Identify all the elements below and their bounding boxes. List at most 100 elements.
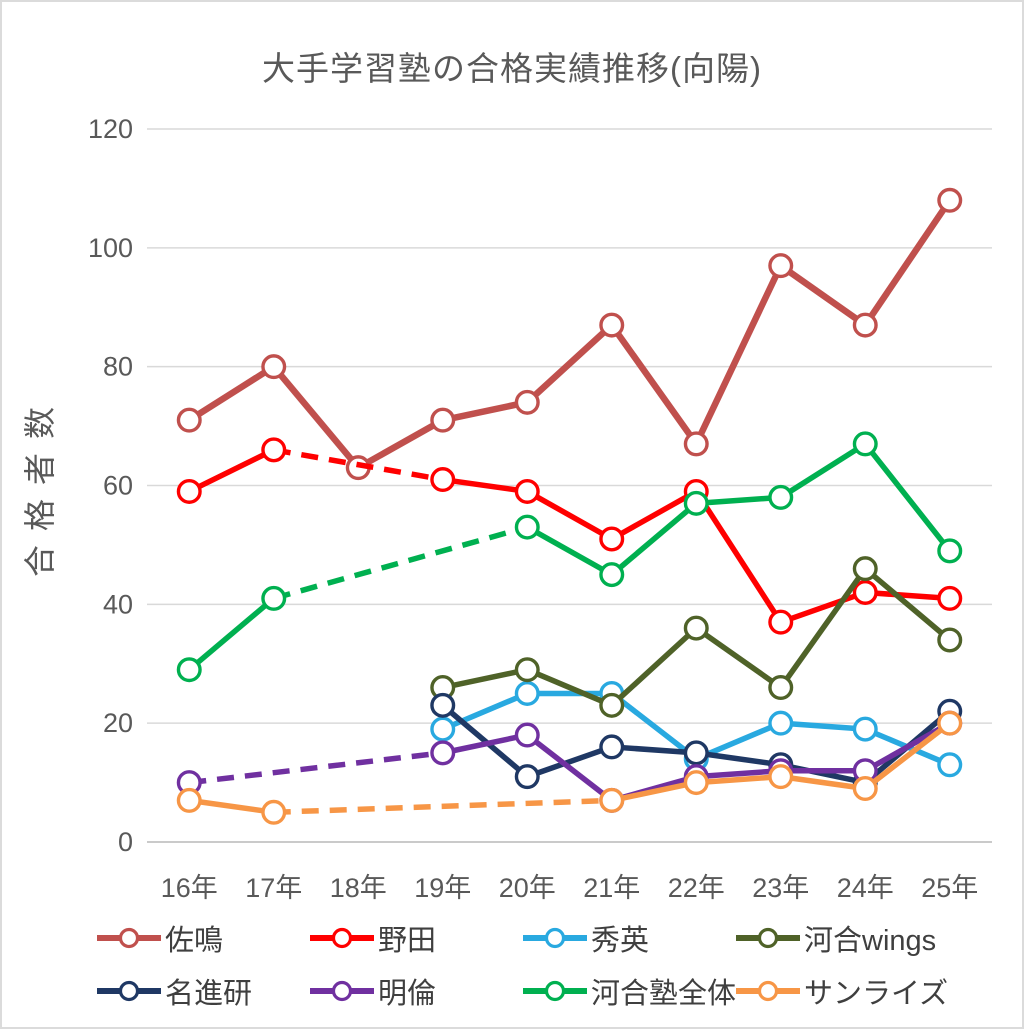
series-segment [188, 750, 444, 786]
x-tick-label: 19年 [414, 873, 471, 903]
y-tick-label: 100 [88, 233, 133, 263]
x-tick-label: 18年 [330, 873, 387, 903]
data-point-marker [261, 354, 287, 380]
series-segment [865, 589, 950, 602]
series-segment [780, 773, 866, 792]
series-segment [273, 524, 528, 602]
data-point-marker [683, 740, 709, 766]
data-point-marker [852, 431, 878, 457]
legend-item-4: 名進研 [97, 968, 310, 1014]
data-point-marker [430, 692, 456, 718]
x-tick-label: 25年 [921, 873, 978, 903]
data-point-marker [176, 478, 202, 504]
legend-item-3: 河合wings [736, 915, 1016, 961]
data-point-marker [514, 764, 540, 790]
legend-item-2: 秀英 [523, 915, 736, 961]
data-point-marker [514, 680, 540, 706]
series-segment [611, 744, 697, 756]
series-segment [442, 732, 528, 756]
series-segment [187, 596, 276, 672]
data-point-marker [768, 253, 794, 279]
data-point-marker [768, 675, 794, 701]
data-point-marker [599, 526, 625, 552]
series-segment [863, 566, 952, 643]
series-segment [356, 417, 445, 471]
legend-item-5: 明倫 [310, 968, 523, 1014]
data-point-marker [430, 740, 456, 766]
legend-marker-icon [736, 927, 800, 949]
y-tick-label: 60 [103, 471, 133, 501]
series-segment [525, 322, 614, 405]
legend-item-0: 佐鳴 [97, 915, 310, 961]
data-point-marker [430, 467, 456, 493]
data-point-marker [176, 407, 202, 433]
data-point-marker [937, 627, 963, 653]
legend-label: 佐鳴 [165, 925, 224, 957]
series-line-3 [430, 556, 963, 718]
series-segment [442, 476, 528, 495]
series-segment [442, 399, 528, 424]
series-segment [694, 625, 783, 690]
data-point-marker [599, 562, 625, 588]
plot-area: 0 20 40 60 80 100 120 16年 17年 18年 19年 20年 21年 22年 23年 2… [88, 114, 992, 903]
x-tick-label: 17年 [245, 873, 302, 903]
legend-row-2: 名進研 明倫 河合塾全体 サンライズ [97, 968, 1017, 1014]
data-point-marker [261, 437, 287, 463]
data-point-marker [937, 585, 963, 611]
series-segment [187, 363, 276, 423]
legend-item-6: 河合塾全体 [523, 968, 736, 1014]
legend-marker-icon [310, 927, 374, 949]
series-segment [442, 667, 528, 691]
series-segment [693, 489, 784, 624]
legend-marker-icon [97, 980, 161, 1002]
series-segment [271, 364, 361, 470]
series-segment [526, 667, 613, 708]
data-point-marker [261, 799, 287, 825]
data-point-marker [683, 431, 709, 457]
x-tick-label: 22年 [668, 873, 725, 903]
data-point-marker [599, 692, 625, 718]
series-segment [693, 264, 784, 446]
series-segment [525, 524, 614, 578]
y-tick-label: 20 [103, 708, 133, 738]
data-point-marker [852, 579, 878, 605]
y-tick-label: 120 [88, 114, 133, 144]
legend-label: 河合塾全体 [591, 978, 737, 1010]
series-segment [696, 773, 781, 786]
series-segment [695, 750, 782, 768]
legend-row-1: 佐鳴 野田 秀英 河合wings [97, 915, 1017, 961]
series-segment [779, 589, 867, 625]
series-segment [525, 732, 614, 803]
x-tick-label: 20年 [499, 873, 556, 903]
legend-marker-icon [310, 980, 374, 1002]
data-point-marker [599, 734, 625, 760]
data-point-marker [683, 615, 709, 641]
data-point-marker [768, 609, 794, 635]
data-point-marker [599, 787, 625, 813]
series-segment [526, 744, 613, 780]
data-point-marker [599, 312, 625, 338]
y-tick-label: 80 [103, 352, 133, 382]
series-segment [609, 626, 699, 708]
series-segment [780, 720, 866, 732]
legend-marker-icon [736, 980, 800, 1002]
series-segment [609, 323, 699, 446]
legend-label: 明倫 [378, 978, 437, 1010]
data-point-marker [514, 722, 540, 748]
x-tick-label: 23年 [752, 873, 809, 903]
series-segment [696, 767, 781, 780]
series-segment [188, 447, 275, 494]
series-segment [862, 198, 953, 327]
series-segment [188, 797, 275, 816]
x-tick-label: 16年 [161, 873, 218, 903]
legend-marker-icon [97, 927, 161, 949]
data-point-marker [768, 710, 794, 736]
legend-marker-icon [523, 927, 587, 949]
series-segment [441, 690, 529, 732]
data-point-marker [683, 490, 709, 516]
series-segment [611, 779, 697, 804]
data-point-marker [430, 407, 456, 433]
series-segment [780, 762, 866, 786]
data-point-marker [430, 716, 456, 742]
